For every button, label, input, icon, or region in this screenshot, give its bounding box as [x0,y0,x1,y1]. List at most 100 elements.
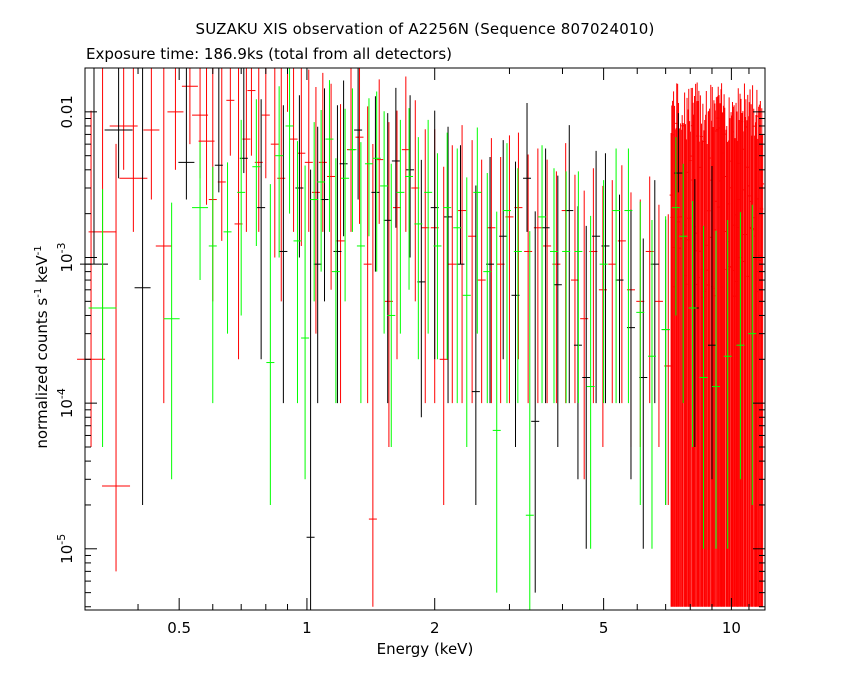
data-point [283,67,292,112]
data-point [723,219,732,549]
data-point [295,95,304,258]
data-point [752,108,756,607]
data-point [654,204,663,447]
data-point [364,98,373,237]
x-tick-label: 1 [302,619,312,637]
data-point [636,201,645,505]
data-point [134,68,151,505]
data-point [615,194,624,404]
data-point [318,72,327,232]
data-point [192,142,209,281]
data-point [531,211,540,593]
data-point [647,219,656,549]
data-point [574,171,583,404]
data-point [541,148,550,404]
data-point [523,103,532,232]
data-point [671,137,680,316]
data-point [214,68,223,193]
data-point [304,69,313,232]
data-point [327,83,336,290]
data-point [448,145,457,404]
data-point [387,163,396,447]
data-point [178,68,195,200]
data-point [252,99,261,246]
y-tick-label: 10-5 [55,534,76,564]
data-point [293,141,302,404]
plot-frame [84,67,766,611]
data-point [582,225,591,549]
data-point [331,158,340,404]
data-point [289,68,298,232]
data-point [320,88,329,302]
data-point [77,110,106,447]
data-point [471,185,480,505]
data-point [301,165,310,480]
data-point [333,105,342,404]
data-point [586,215,595,549]
data-point [433,153,442,360]
data-point [325,80,334,232]
data-point [279,105,288,404]
data-point [592,150,601,404]
data-point [371,96,380,272]
data-point [513,168,522,404]
data-point [208,166,217,404]
data-point [383,113,392,404]
series-high-energy-band [669,82,765,607]
tick-layer [84,67,766,610]
data-point [348,88,357,232]
data-point [198,68,215,205]
data-point [223,162,232,334]
data-point [181,68,198,145]
data-point [580,190,589,480]
data-point [275,86,284,258]
data-point [261,68,270,179]
data-point [468,140,477,404]
tick-label-layer: 0.5 1 2 5 10 0.01 10-3 10-4 10-5 [55,95,741,637]
chart-title: SUZAKU XIS observation of A2256N (Sequen… [195,20,655,38]
data-point [707,165,716,480]
data-point [393,110,402,360]
series-0 [79,68,716,610]
data-point [492,211,501,593]
x-axis-label: Energy (keV) [376,640,474,658]
data-point [487,138,496,404]
data-point [599,180,608,404]
data-point [502,143,511,404]
data-point [755,89,759,607]
data-point [549,168,558,404]
data-point [405,108,414,290]
data-point [354,68,363,200]
data-point [624,148,633,404]
data-point [317,109,326,272]
data-point [699,225,708,549]
data-point [270,68,279,258]
data-point [679,163,688,404]
chart-subtitle: Exposure time: 186.9ks (total from all d… [86,45,453,63]
data-point [277,68,286,302]
data-point [601,153,610,404]
series-1 [77,67,673,607]
x-tick-label: 0.5 [167,619,191,637]
data-point [538,145,547,404]
x-tick-label: 2 [430,619,440,637]
data-point [237,119,246,316]
data-point [661,216,670,505]
data-point [456,145,465,265]
data-point [310,122,319,302]
data-point [341,108,350,302]
data-point [355,68,364,224]
data-point [88,189,117,447]
data-point [226,68,235,156]
data-point [524,154,533,404]
data-point [143,68,160,200]
data-point [163,202,180,480]
data-point [414,137,423,360]
data-point [553,175,562,447]
series-2 [88,68,757,610]
data-point [372,91,381,272]
data-point [257,99,266,360]
data-point [380,111,389,334]
x-tick-label: 10 [722,619,741,637]
data-layer [77,67,765,610]
